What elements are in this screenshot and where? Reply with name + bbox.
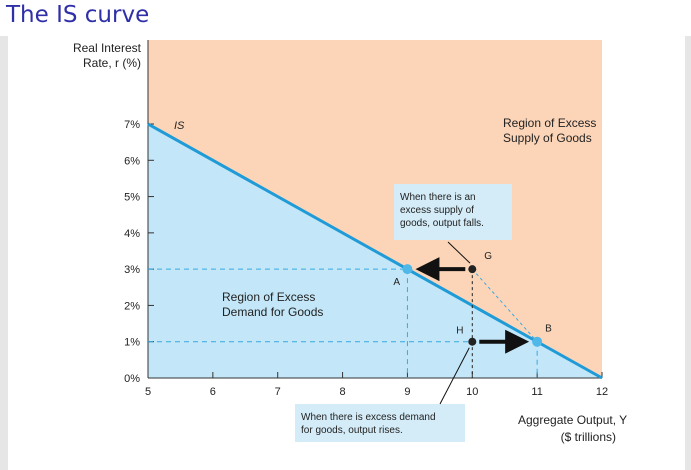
supply-note-box — [394, 184, 512, 240]
point-a — [402, 264, 413, 275]
point-h — [468, 337, 477, 346]
x-tick-label: 7 — [275, 386, 281, 398]
x-axis-unit-label: ($ trillions) — [561, 430, 616, 444]
supply-note-pointer — [447, 241, 471, 264]
y-tick-label: 1% — [124, 337, 140, 349]
supply-note-text: excess supply of — [400, 205, 474, 216]
x-tick-label: 10 — [466, 386, 478, 398]
point-b — [532, 336, 543, 347]
slide-title: The IS curve — [6, 2, 150, 28]
y-tick-label: 2% — [124, 300, 140, 312]
point-label-h: H — [456, 326, 463, 337]
point-label-a: A — [393, 277, 400, 288]
frame-left-border — [0, 36, 8, 470]
is-curve-label: IS — [174, 120, 185, 132]
supply-region-label: Region of Excess — [503, 116, 596, 130]
x-tick-label: 8 — [340, 386, 346, 398]
y-tick-label: 4% — [124, 228, 140, 240]
point-g — [468, 265, 477, 274]
x-tick-label: 11 — [531, 386, 542, 398]
y-tick-label: 5% — [124, 192, 140, 204]
supply-region-label: Supply of Goods — [503, 131, 592, 145]
x-axis-label: Aggregate Output, Y — [518, 413, 627, 427]
y-axis-label: Real Interest — [73, 41, 142, 55]
demand-note-text: When there is excess demand — [301, 412, 436, 423]
supply-note-text: goods, output falls. — [400, 218, 484, 229]
demand-note-text: for goods, output rises. — [301, 425, 403, 436]
excess-supply-region — [148, 40, 602, 378]
x-tick-label: 5 — [145, 386, 151, 398]
y-axis-label: Rate, r (%) — [83, 56, 141, 70]
supply-note-text: When there is an — [400, 192, 476, 203]
demand-note-box — [295, 404, 465, 442]
x-tick-label: 9 — [404, 386, 410, 398]
point-label-g: G — [484, 251, 492, 262]
demand-region-label: Region of Excess — [222, 290, 315, 304]
frame-right-border — [685, 36, 691, 470]
y-tick-label: 3% — [124, 264, 140, 276]
demand-region-label: Demand for Goods — [222, 305, 323, 319]
y-tick-label: 7% — [124, 119, 140, 131]
point-label-b: B — [545, 324, 552, 335]
demand-note-pointer — [439, 347, 470, 405]
x-tick-label: 12 — [596, 386, 608, 398]
y-tick-label: 6% — [124, 155, 140, 167]
y-tick-label: 0% — [124, 373, 140, 385]
guide-rate-1-right — [471, 268, 538, 343]
x-tick-label: 6 — [210, 386, 216, 398]
